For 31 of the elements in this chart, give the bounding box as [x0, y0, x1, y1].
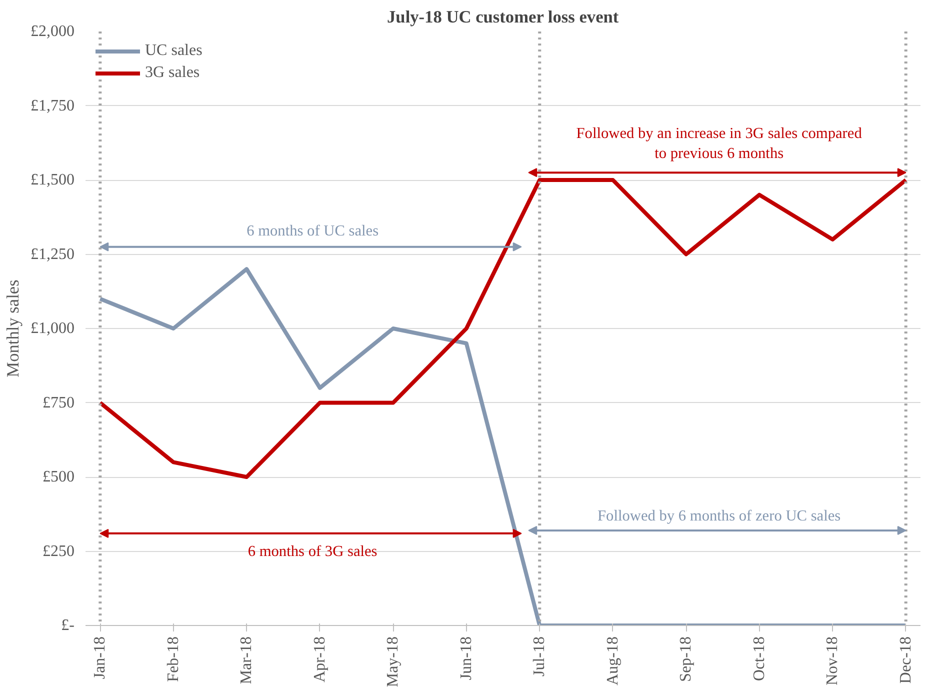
- y-tick-label: £750: [42, 394, 74, 412]
- legend-label: UC sales: [145, 42, 202, 60]
- x-tick-label: Jan-18: [92, 636, 109, 680]
- line-series: [98, 178, 908, 479]
- y-tick-label: £1,500: [30, 172, 74, 188]
- y-tick-label: £1,000: [30, 320, 74, 337]
- line-series: [98, 267, 908, 626]
- legend-label: 3G sales: [145, 64, 200, 82]
- annotation: 6 months of UC sales: [246, 222, 379, 240]
- annotation: Followed by an increase in 3G sales compared to previous 6 months: [576, 124, 862, 162]
- x-tick-label: Apr-18: [311, 636, 328, 682]
- y-tick-label: £250: [42, 542, 74, 560]
- y-tick-label: £2,000: [30, 23, 74, 40]
- annotation: Followed by 6 months of zero UC sales: [598, 508, 841, 525]
- x-tick-label: Feb-18: [164, 636, 182, 682]
- annotation: 6 months of 3G sales: [248, 543, 378, 560]
- x-tick-label: Jun-18: [458, 636, 475, 680]
- y-tick-label: £1,250: [30, 246, 74, 263]
- x-tick-label: Oct-18: [750, 636, 768, 681]
- x-tick-label: Mar-18: [238, 636, 256, 684]
- x-tick-label: Aug-18: [604, 636, 622, 686]
- chart-title: July-18 UC customer loss event: [387, 8, 619, 26]
- y-tick-label: £500: [42, 468, 74, 486]
- x-tick-label: Jul-18: [531, 636, 548, 676]
- x-tick-label: Nov-18: [824, 636, 842, 686]
- y-axis-title: Monthly sales: [4, 279, 22, 378]
- y-tick-label: £1,750: [30, 97, 74, 114]
- y-tick-label: £-: [61, 617, 74, 634]
- x-tick-label: May-18: [384, 636, 402, 688]
- x-tick-label: Sep-18: [678, 636, 695, 682]
- x-tick-label: Dec-18: [897, 636, 914, 684]
